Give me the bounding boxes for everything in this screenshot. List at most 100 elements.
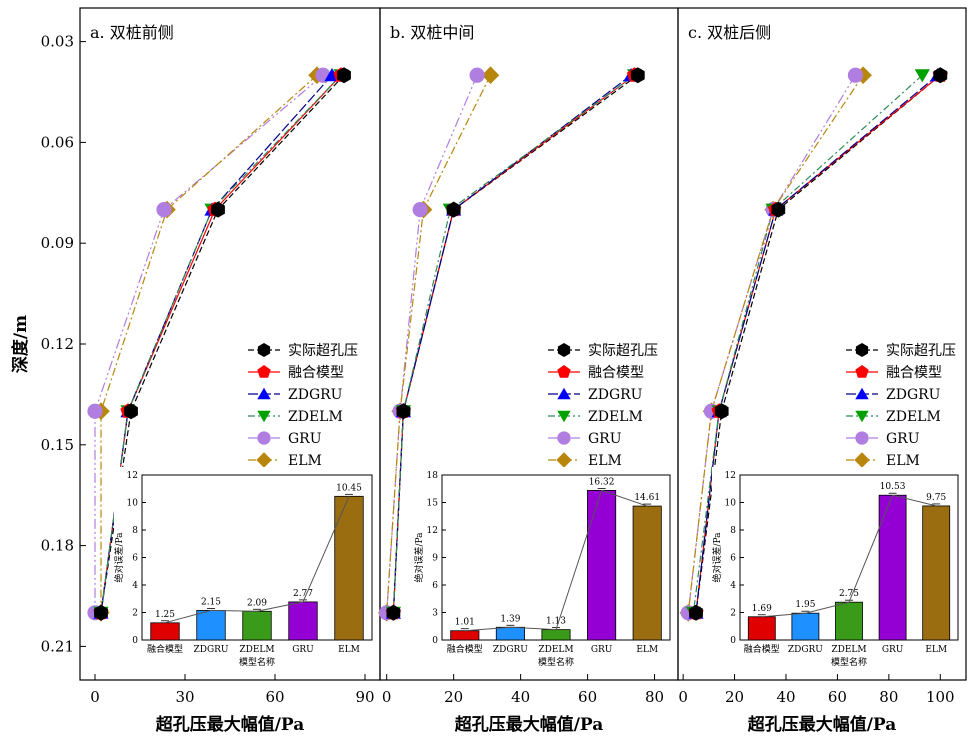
- data-point: [396, 403, 411, 420]
- inset-value-label: 1.69: [752, 604, 772, 614]
- legend-label: 融合模型: [886, 365, 942, 381]
- x-axis-label: 超孔压最大幅值/Pa: [455, 714, 604, 735]
- inset-y-tick-label: 10: [725, 499, 737, 509]
- inset-bar: [791, 612, 820, 641]
- x-tick-label: 80: [645, 688, 664, 706]
- panel-title: b. 双桩中间: [390, 23, 474, 42]
- inset-x-axis-label: 模型名称: [239, 656, 275, 668]
- inset-bar: [196, 610, 226, 641]
- legend-marker: [257, 387, 271, 400]
- inset-y-tick-label: 6: [730, 554, 736, 564]
- y-axis-label: 深度/m: [10, 315, 31, 373]
- data-point: [469, 67, 485, 83]
- inset-trend-line: [164, 496, 350, 624]
- series-line: [692, 74, 923, 613]
- inset-category-label: ZDELM: [538, 645, 573, 655]
- inset-y-tick-label: 4: [132, 581, 138, 591]
- panel-title: c. 双桩后侧: [688, 23, 771, 42]
- legend-marker: [556, 452, 572, 468]
- data-point: [386, 604, 401, 621]
- legend-marker: [557, 343, 571, 357]
- data-point: [446, 201, 461, 218]
- legend-label: 实际超孔压: [588, 343, 658, 359]
- inset-bar: [150, 622, 180, 641]
- inset-value-label: 1.01: [455, 618, 475, 628]
- legend-marker: [855, 365, 869, 378]
- inset-value-label: 1.25: [155, 610, 175, 620]
- legend-marker: [257, 365, 271, 378]
- inset-bar: [334, 495, 364, 641]
- legend-marker: [256, 452, 272, 468]
- inset-y-axis-label: 绝对误差/Pa: [711, 532, 723, 583]
- data-point: [771, 201, 786, 218]
- x-tick-label: 60: [828, 688, 847, 706]
- inset-y-tick-label: 9: [432, 554, 438, 564]
- x-tick-label: 0: [678, 688, 688, 706]
- series-line: [695, 74, 939, 613]
- legend-marker: [854, 452, 870, 468]
- inset-category-label: ELM: [338, 645, 360, 655]
- inset-bar: [495, 626, 525, 641]
- x-axis-label: 超孔压最大幅值/Pa: [748, 714, 897, 735]
- inset-value-label: 1.13: [546, 617, 566, 627]
- inset-value-label: 9.75: [926, 493, 946, 503]
- inset-x-axis-label: 模型名称: [831, 656, 867, 668]
- inset-y-axis-label: 绝对误差/Pa: [413, 532, 425, 583]
- inset-bar: [878, 494, 907, 641]
- inset-category-label: ZDGRU: [193, 645, 228, 655]
- legend-marker: [855, 387, 869, 400]
- inset-category-label: 融合模型: [447, 643, 483, 655]
- series-line: [100, 74, 318, 613]
- data-point: [87, 403, 103, 419]
- x-tick-label: 80: [879, 688, 898, 706]
- inset-y-tick-label: 12: [427, 526, 438, 536]
- data-point: [933, 67, 948, 84]
- inset-bar: [835, 601, 863, 641]
- y-tick-label: 0.03: [41, 33, 74, 51]
- series-line: [687, 74, 864, 613]
- legend-label: ZDELM: [288, 409, 343, 425]
- legend-label: ELM: [588, 453, 622, 469]
- inset-category-label: ZDGRU: [788, 645, 823, 655]
- inset-trend-line: [761, 494, 937, 618]
- inset-category-label: ZDGRU: [493, 645, 528, 655]
- inset-category-label: GRU: [591, 645, 613, 655]
- data-point: [714, 403, 729, 420]
- series-line: [392, 74, 635, 613]
- y-tick-label: 0.12: [41, 335, 74, 353]
- data-point: [914, 69, 930, 83]
- inset-y-tick-label: 3: [432, 609, 438, 619]
- inset-y-tick-label: 2: [730, 609, 736, 619]
- inset-x-axis-label: 模型名称: [538, 656, 574, 668]
- data-point: [847, 67, 864, 83]
- inset-y-tick-label: 6: [432, 581, 438, 591]
- x-tick-label: 0: [90, 688, 100, 706]
- inset-y-tick-label: 12: [725, 471, 736, 481]
- legend-label: ELM: [886, 453, 920, 469]
- inset-bar: [242, 610, 272, 641]
- legend-label: ELM: [288, 453, 322, 469]
- legend-label: ZDGRU: [288, 387, 343, 403]
- series-line: [386, 74, 478, 613]
- x-tick-label: 60: [265, 688, 284, 706]
- data-point: [156, 202, 172, 218]
- legend-marker: [257, 410, 271, 423]
- x-tick-label: 100: [926, 688, 955, 706]
- inset-value-label: 14.61: [634, 493, 660, 503]
- data-point: [211, 201, 225, 218]
- x-tick-label: 40: [776, 688, 795, 706]
- x-tick-label: 20: [444, 688, 463, 706]
- y-tick-label: 0.09: [41, 234, 74, 252]
- series-line: [392, 74, 632, 613]
- inset-category-label: ZDELM: [831, 645, 866, 655]
- series-line: [386, 74, 492, 613]
- x-tick-label: 30: [175, 688, 194, 706]
- inset-bar: [922, 505, 951, 641]
- panel-frame: [677, 7, 967, 681]
- legend-marker: [855, 343, 869, 357]
- inset-category-label: ELM: [636, 645, 658, 655]
- inset-y-tick-label: 15: [427, 499, 439, 509]
